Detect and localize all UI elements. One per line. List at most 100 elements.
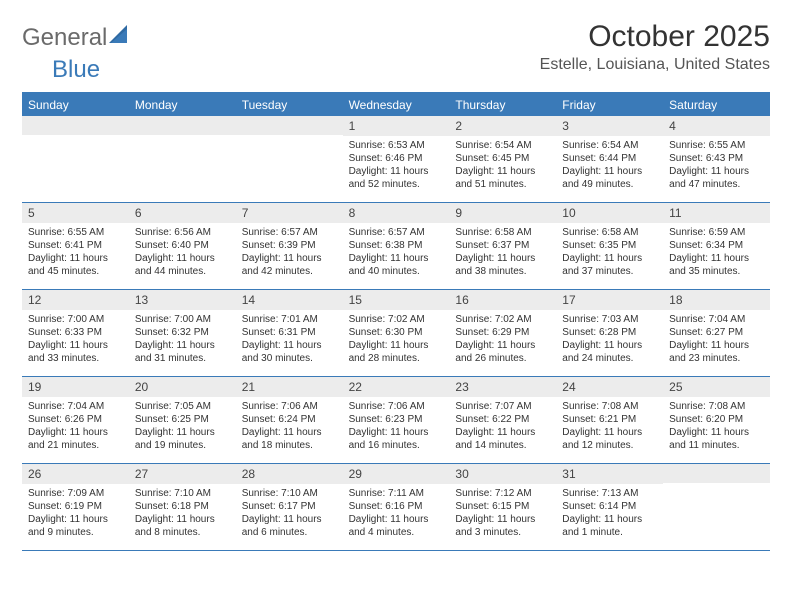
day-number: 25 — [663, 377, 770, 397]
brand-part2-wrap: Blue — [52, 56, 792, 84]
day-number: 15 — [343, 290, 450, 310]
day-details: Sunrise: 7:09 AMSunset: 6:19 PMDaylight:… — [22, 484, 129, 543]
day-details — [663, 483, 770, 545]
sail-icon — [109, 24, 131, 52]
day-details: Sunrise: 7:10 AMSunset: 6:17 PMDaylight:… — [236, 484, 343, 543]
calendar-day: 2Sunrise: 6:54 AMSunset: 6:45 PMDaylight… — [449, 116, 556, 202]
calendar-day: 26Sunrise: 7:09 AMSunset: 6:19 PMDayligh… — [22, 464, 129, 550]
calendar-day: 5Sunrise: 6:55 AMSunset: 6:41 PMDaylight… — [22, 203, 129, 289]
day-number: 8 — [343, 203, 450, 223]
day-details: Sunrise: 7:04 AMSunset: 6:26 PMDaylight:… — [22, 397, 129, 456]
calendar-week: 1Sunrise: 6:53 AMSunset: 6:46 PMDaylight… — [22, 116, 770, 203]
day-header: Wednesday — [343, 94, 450, 116]
day-details — [22, 135, 129, 197]
day-header: Friday — [556, 94, 663, 116]
calendar-day: 21Sunrise: 7:06 AMSunset: 6:24 PMDayligh… — [236, 377, 343, 463]
day-number: 13 — [129, 290, 236, 310]
brand-part1: General — [22, 24, 107, 52]
day-details: Sunrise: 7:13 AMSunset: 6:14 PMDaylight:… — [556, 484, 663, 543]
day-details: Sunrise: 6:57 AMSunset: 6:39 PMDaylight:… — [236, 223, 343, 282]
day-number: 2 — [449, 116, 556, 136]
day-number: 10 — [556, 203, 663, 223]
day-details: Sunrise: 6:55 AMSunset: 6:43 PMDaylight:… — [663, 136, 770, 195]
calendar-day: 31Sunrise: 7:13 AMSunset: 6:14 PMDayligh… — [556, 464, 663, 550]
day-details: Sunrise: 7:02 AMSunset: 6:30 PMDaylight:… — [343, 310, 450, 369]
calendar-day: 3Sunrise: 6:54 AMSunset: 6:44 PMDaylight… — [556, 116, 663, 202]
day-details: Sunrise: 6:56 AMSunset: 6:40 PMDaylight:… — [129, 223, 236, 282]
day-details — [129, 135, 236, 197]
day-number — [236, 116, 343, 135]
day-number: 30 — [449, 464, 556, 484]
day-number — [663, 464, 770, 483]
day-number: 31 — [556, 464, 663, 484]
day-details: Sunrise: 7:01 AMSunset: 6:31 PMDaylight:… — [236, 310, 343, 369]
day-details: Sunrise: 7:04 AMSunset: 6:27 PMDaylight:… — [663, 310, 770, 369]
day-details: Sunrise: 7:12 AMSunset: 6:15 PMDaylight:… — [449, 484, 556, 543]
day-details: Sunrise: 6:54 AMSunset: 6:44 PMDaylight:… — [556, 136, 663, 195]
day-number: 23 — [449, 377, 556, 397]
day-details: Sunrise: 7:00 AMSunset: 6:32 PMDaylight:… — [129, 310, 236, 369]
day-number: 18 — [663, 290, 770, 310]
calendar-day: 9Sunrise: 6:58 AMSunset: 6:37 PMDaylight… — [449, 203, 556, 289]
calendar-day: 19Sunrise: 7:04 AMSunset: 6:26 PMDayligh… — [22, 377, 129, 463]
day-details: Sunrise: 6:55 AMSunset: 6:41 PMDaylight:… — [22, 223, 129, 282]
calendar-day-empty — [663, 464, 770, 550]
day-number: 16 — [449, 290, 556, 310]
day-details: Sunrise: 7:02 AMSunset: 6:29 PMDaylight:… — [449, 310, 556, 369]
calendar-day: 24Sunrise: 7:08 AMSunset: 6:21 PMDayligh… — [556, 377, 663, 463]
day-number: 6 — [129, 203, 236, 223]
day-details: Sunrise: 7:06 AMSunset: 6:24 PMDaylight:… — [236, 397, 343, 456]
calendar-day: 12Sunrise: 7:00 AMSunset: 6:33 PMDayligh… — [22, 290, 129, 376]
day-number: 9 — [449, 203, 556, 223]
brand-logo: General — [22, 24, 131, 52]
day-number: 3 — [556, 116, 663, 136]
day-details: Sunrise: 7:07 AMSunset: 6:22 PMDaylight:… — [449, 397, 556, 456]
calendar-day: 8Sunrise: 6:57 AMSunset: 6:38 PMDaylight… — [343, 203, 450, 289]
calendar-week: 5Sunrise: 6:55 AMSunset: 6:41 PMDaylight… — [22, 203, 770, 290]
day-number: 29 — [343, 464, 450, 484]
calendar-day: 14Sunrise: 7:01 AMSunset: 6:31 PMDayligh… — [236, 290, 343, 376]
calendar-day: 11Sunrise: 6:59 AMSunset: 6:34 PMDayligh… — [663, 203, 770, 289]
day-number: 12 — [22, 290, 129, 310]
day-details: Sunrise: 6:59 AMSunset: 6:34 PMDaylight:… — [663, 223, 770, 282]
month-title: October 2025 — [540, 20, 770, 54]
calendar-day: 4Sunrise: 6:55 AMSunset: 6:43 PMDaylight… — [663, 116, 770, 202]
day-details: Sunrise: 7:11 AMSunset: 6:16 PMDaylight:… — [343, 484, 450, 543]
day-number: 14 — [236, 290, 343, 310]
calendar-day: 28Sunrise: 7:10 AMSunset: 6:17 PMDayligh… — [236, 464, 343, 550]
calendar-day: 1Sunrise: 6:53 AMSunset: 6:46 PMDaylight… — [343, 116, 450, 202]
day-number: 27 — [129, 464, 236, 484]
day-details — [236, 135, 343, 197]
day-header: Thursday — [449, 94, 556, 116]
calendar-day: 15Sunrise: 7:02 AMSunset: 6:30 PMDayligh… — [343, 290, 450, 376]
calendar-week: 19Sunrise: 7:04 AMSunset: 6:26 PMDayligh… — [22, 377, 770, 464]
day-details: Sunrise: 6:57 AMSunset: 6:38 PMDaylight:… — [343, 223, 450, 282]
calendar-week: 26Sunrise: 7:09 AMSunset: 6:19 PMDayligh… — [22, 464, 770, 551]
calendar-day: 7Sunrise: 6:57 AMSunset: 6:39 PMDaylight… — [236, 203, 343, 289]
day-number — [129, 116, 236, 135]
day-header: Tuesday — [236, 94, 343, 116]
day-details: Sunrise: 7:00 AMSunset: 6:33 PMDaylight:… — [22, 310, 129, 369]
day-header: Monday — [129, 94, 236, 116]
calendar-day: 30Sunrise: 7:12 AMSunset: 6:15 PMDayligh… — [449, 464, 556, 550]
day-number: 28 — [236, 464, 343, 484]
day-details: Sunrise: 6:58 AMSunset: 6:37 PMDaylight:… — [449, 223, 556, 282]
day-number: 20 — [129, 377, 236, 397]
calendar-day: 22Sunrise: 7:06 AMSunset: 6:23 PMDayligh… — [343, 377, 450, 463]
calendar-day-empty — [236, 116, 343, 202]
calendar-header: SundayMondayTuesdayWednesdayThursdayFrid… — [22, 94, 770, 116]
day-number: 19 — [22, 377, 129, 397]
calendar-day: 20Sunrise: 7:05 AMSunset: 6:25 PMDayligh… — [129, 377, 236, 463]
calendar-day: 16Sunrise: 7:02 AMSunset: 6:29 PMDayligh… — [449, 290, 556, 376]
calendar-body: 1Sunrise: 6:53 AMSunset: 6:46 PMDaylight… — [22, 116, 770, 551]
calendar-day-empty — [129, 116, 236, 202]
calendar: SundayMondayTuesdayWednesdayThursdayFrid… — [22, 92, 770, 551]
day-number: 1 — [343, 116, 450, 136]
day-number: 7 — [236, 203, 343, 223]
day-details: Sunrise: 6:54 AMSunset: 6:45 PMDaylight:… — [449, 136, 556, 195]
day-details: Sunrise: 7:08 AMSunset: 6:20 PMDaylight:… — [663, 397, 770, 456]
day-number: 26 — [22, 464, 129, 484]
brand-part2: Blue — [52, 56, 100, 83]
day-details: Sunrise: 7:03 AMSunset: 6:28 PMDaylight:… — [556, 310, 663, 369]
day-details: Sunrise: 7:06 AMSunset: 6:23 PMDaylight:… — [343, 397, 450, 456]
